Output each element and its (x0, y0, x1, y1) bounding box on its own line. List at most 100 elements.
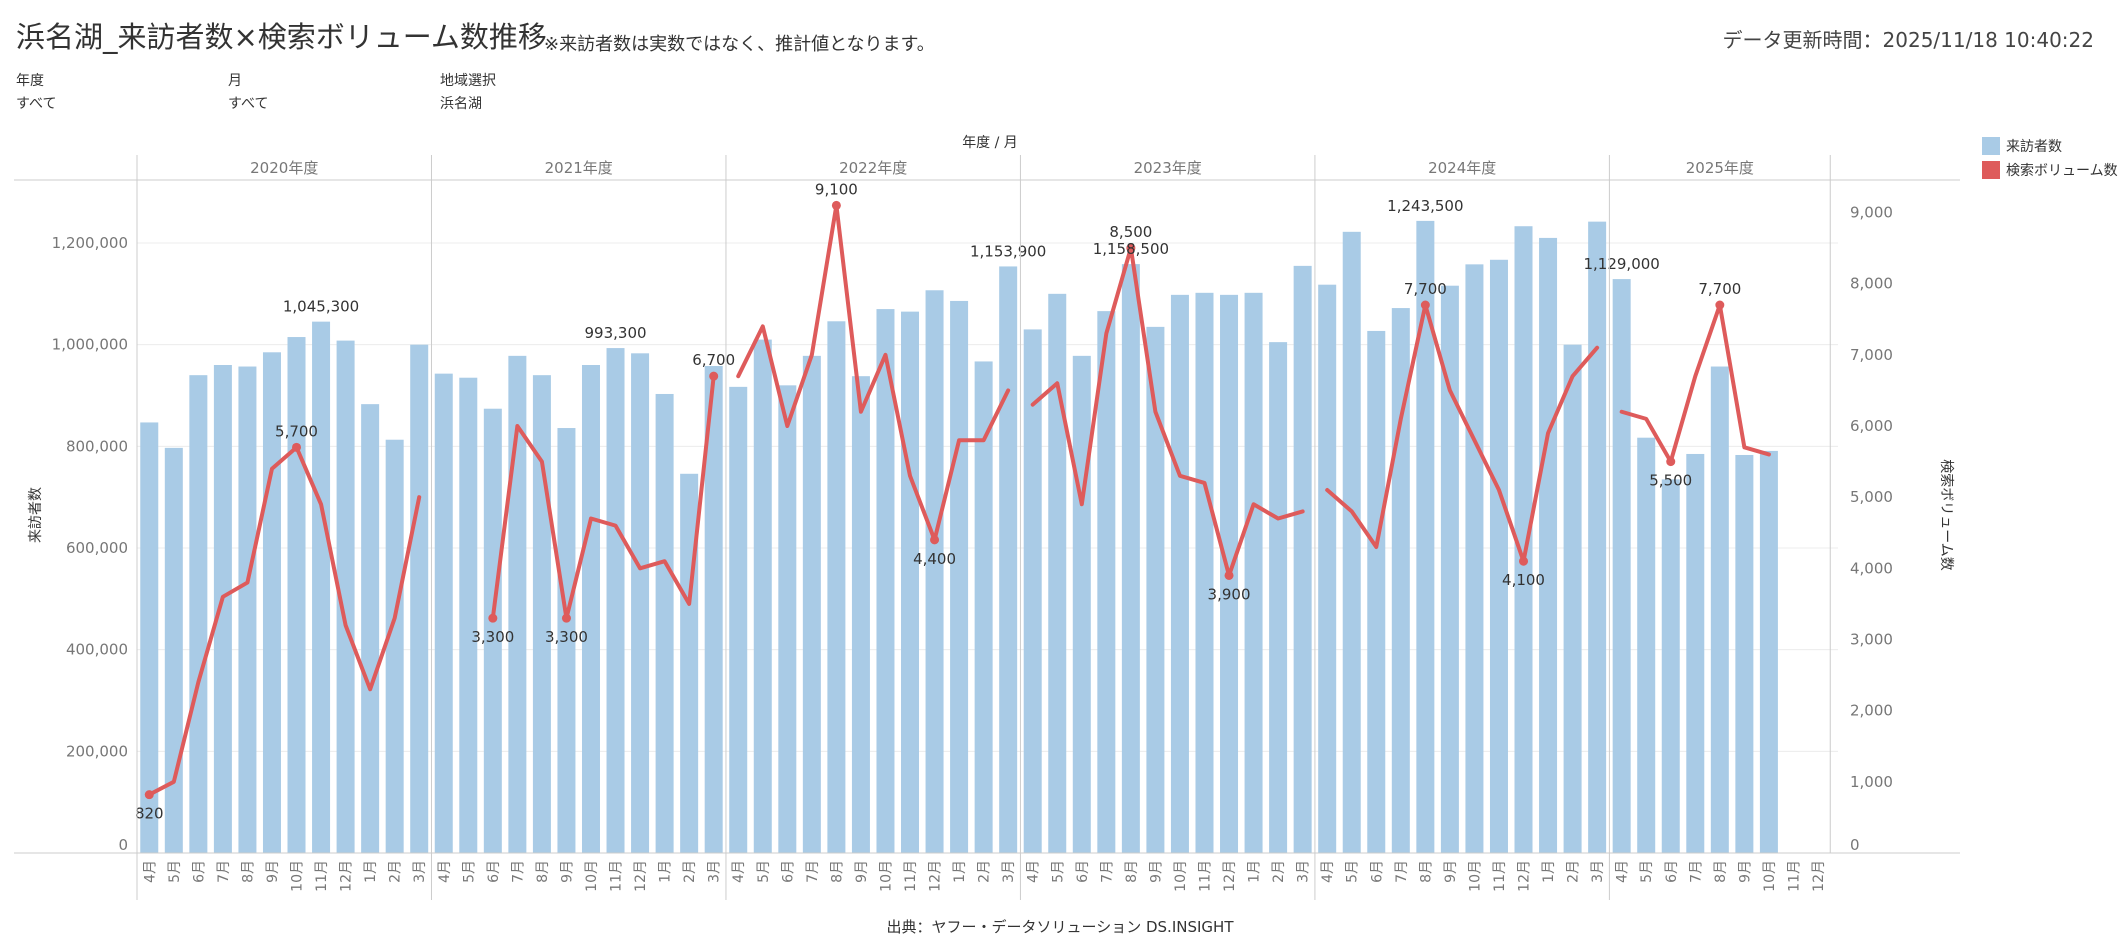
line-value-label: 3,900 (1208, 585, 1251, 603)
month-tick-label: 7月 (1394, 860, 1410, 883)
visitor-bar (557, 428, 576, 853)
visitor-bar (410, 344, 429, 853)
visitor-bar (361, 404, 380, 853)
legend-item-visitors[interactable]: 来訪者数 (1982, 134, 2118, 158)
month-tick-label: 5月 (1050, 860, 1066, 883)
visitor-bar (1293, 265, 1312, 853)
bar-value-label: 1,129,000 (1583, 255, 1659, 273)
line-value-label: 3,300 (471, 628, 514, 646)
visitor-bar (1686, 453, 1705, 853)
visitor-bar (459, 377, 478, 853)
visitor-bar (1023, 329, 1042, 854)
visitor-bar (802, 355, 821, 853)
visitor-bar (164, 447, 183, 853)
month-tick-label: 11月 (609, 860, 625, 892)
line-value-label: 4,400 (913, 550, 956, 568)
visitor-bar (729, 386, 748, 853)
y2-tick-label: 7,000 (1850, 346, 1893, 364)
bar-value-label: 1,243,500 (1387, 197, 1463, 215)
month-tick-label: 11月 (1492, 860, 1508, 892)
visitor-bar (287, 337, 306, 854)
filter-year-value[interactable]: すべて (16, 96, 57, 112)
legend-label-search: 検索ボリューム数 (2006, 163, 2118, 179)
visitor-bar (1440, 285, 1459, 853)
month-tick-label: 9月 (265, 860, 281, 883)
month-tick-label: 12月 (928, 860, 944, 892)
y2-tick-label: 5,000 (1850, 488, 1893, 506)
y2-tick-label: 8,000 (1850, 275, 1893, 293)
filter-month-value[interactable]: すべて (228, 96, 269, 112)
visitor-bar (1563, 344, 1582, 853)
line-value-label: 6,700 (692, 351, 735, 369)
visitor-bar (631, 353, 650, 853)
visitor-bar (1097, 311, 1116, 853)
page-title: 浜名湖_来訪者数×検索ボリューム数推移 (16, 20, 547, 54)
search-point-marker (488, 613, 498, 623)
month-tick-label: 11月 (314, 860, 330, 892)
month-tick-label: 8月 (1713, 860, 1729, 883)
month-tick-label: 1月 (1541, 860, 1557, 883)
search-volume-line (1619, 303, 1771, 464)
year-header-label: 2023年度 (1134, 159, 1202, 177)
visitor-bar (999, 266, 1018, 853)
month-tick-label: 8月 (1418, 860, 1434, 883)
line-value-label: 7,700 (1698, 280, 1741, 298)
line-value-label: 820 (135, 805, 164, 823)
month-tick-label: 5月 (1345, 860, 1361, 883)
month-tick-label: 10月 (584, 860, 600, 892)
search-point-marker (831, 200, 841, 210)
month-tick-label: 9月 (1737, 860, 1753, 883)
visitor-bar (1121, 264, 1140, 853)
month-tick-label: 11月 (903, 860, 919, 892)
month-tick-label: 7月 (510, 860, 526, 883)
visitor-bar (901, 311, 920, 853)
y2-tick-label: 6,000 (1850, 417, 1893, 435)
filter-region-label: 地域選択 (440, 73, 496, 89)
visitor-bar (1048, 293, 1067, 853)
month-tick-label: 6月 (191, 860, 207, 883)
month-tick-label: 3月 (1296, 860, 1312, 883)
line-value-label: 3,300 (545, 628, 588, 646)
month-tick-label: 12月 (1222, 860, 1238, 892)
visitor-bar (1710, 366, 1729, 853)
month-tick-label: 5月 (1639, 860, 1655, 883)
filter-month-label: 月 (228, 73, 242, 89)
visitor-bar (140, 422, 159, 853)
filter-year-label: 年度 (16, 73, 44, 89)
visitor-bar (483, 408, 502, 853)
visitor-bar (1588, 221, 1607, 853)
search-point-marker (1519, 556, 1529, 566)
month-tick-label: 10月 (1173, 860, 1189, 892)
bar-value-label: 993,300 (585, 324, 647, 342)
search-volume-line (1030, 246, 1305, 578)
visitor-bar (1269, 342, 1288, 853)
month-tick-label: 3月 (412, 860, 428, 883)
month-tick-label: 7月 (216, 860, 232, 883)
search-point-marker (1715, 300, 1725, 310)
visitor-bar (655, 393, 674, 853)
legend-swatch-visitors (1982, 137, 2000, 155)
month-tick-label: 9月 (1148, 860, 1164, 883)
y2-tick-label: 9,000 (1850, 203, 1893, 221)
visitor-bar (581, 365, 600, 853)
month-tick-label: 4月 (731, 860, 747, 883)
month-tick-label: 3月 (707, 860, 723, 883)
visitor-bar (1342, 231, 1361, 854)
visitor-bar (1244, 292, 1263, 854)
search-volume-line (736, 203, 1011, 542)
visitor-bar (1539, 237, 1558, 853)
month-tick-label: 9月 (854, 860, 870, 883)
month-tick-label: 5月 (167, 860, 183, 883)
visitor-bar (1195, 292, 1214, 854)
visitor-bar (876, 309, 895, 853)
month-tick-label: 10月 (1467, 860, 1483, 892)
filter-region-value[interactable]: 浜名湖 (440, 96, 482, 112)
y2-tick-label: 2,000 (1850, 702, 1893, 720)
y-tick-label: 800,000 (66, 437, 128, 455)
visitor-bar (1465, 264, 1484, 854)
y-tick-label: 1,200,000 (52, 234, 128, 252)
month-tick-label: 1月 (658, 860, 674, 883)
chart-legend: 来訪者数 検索ボリューム数 (1982, 134, 2118, 182)
search-point-marker (1420, 300, 1430, 310)
legend-item-search[interactable]: 検索ボリューム数 (1982, 158, 2118, 182)
